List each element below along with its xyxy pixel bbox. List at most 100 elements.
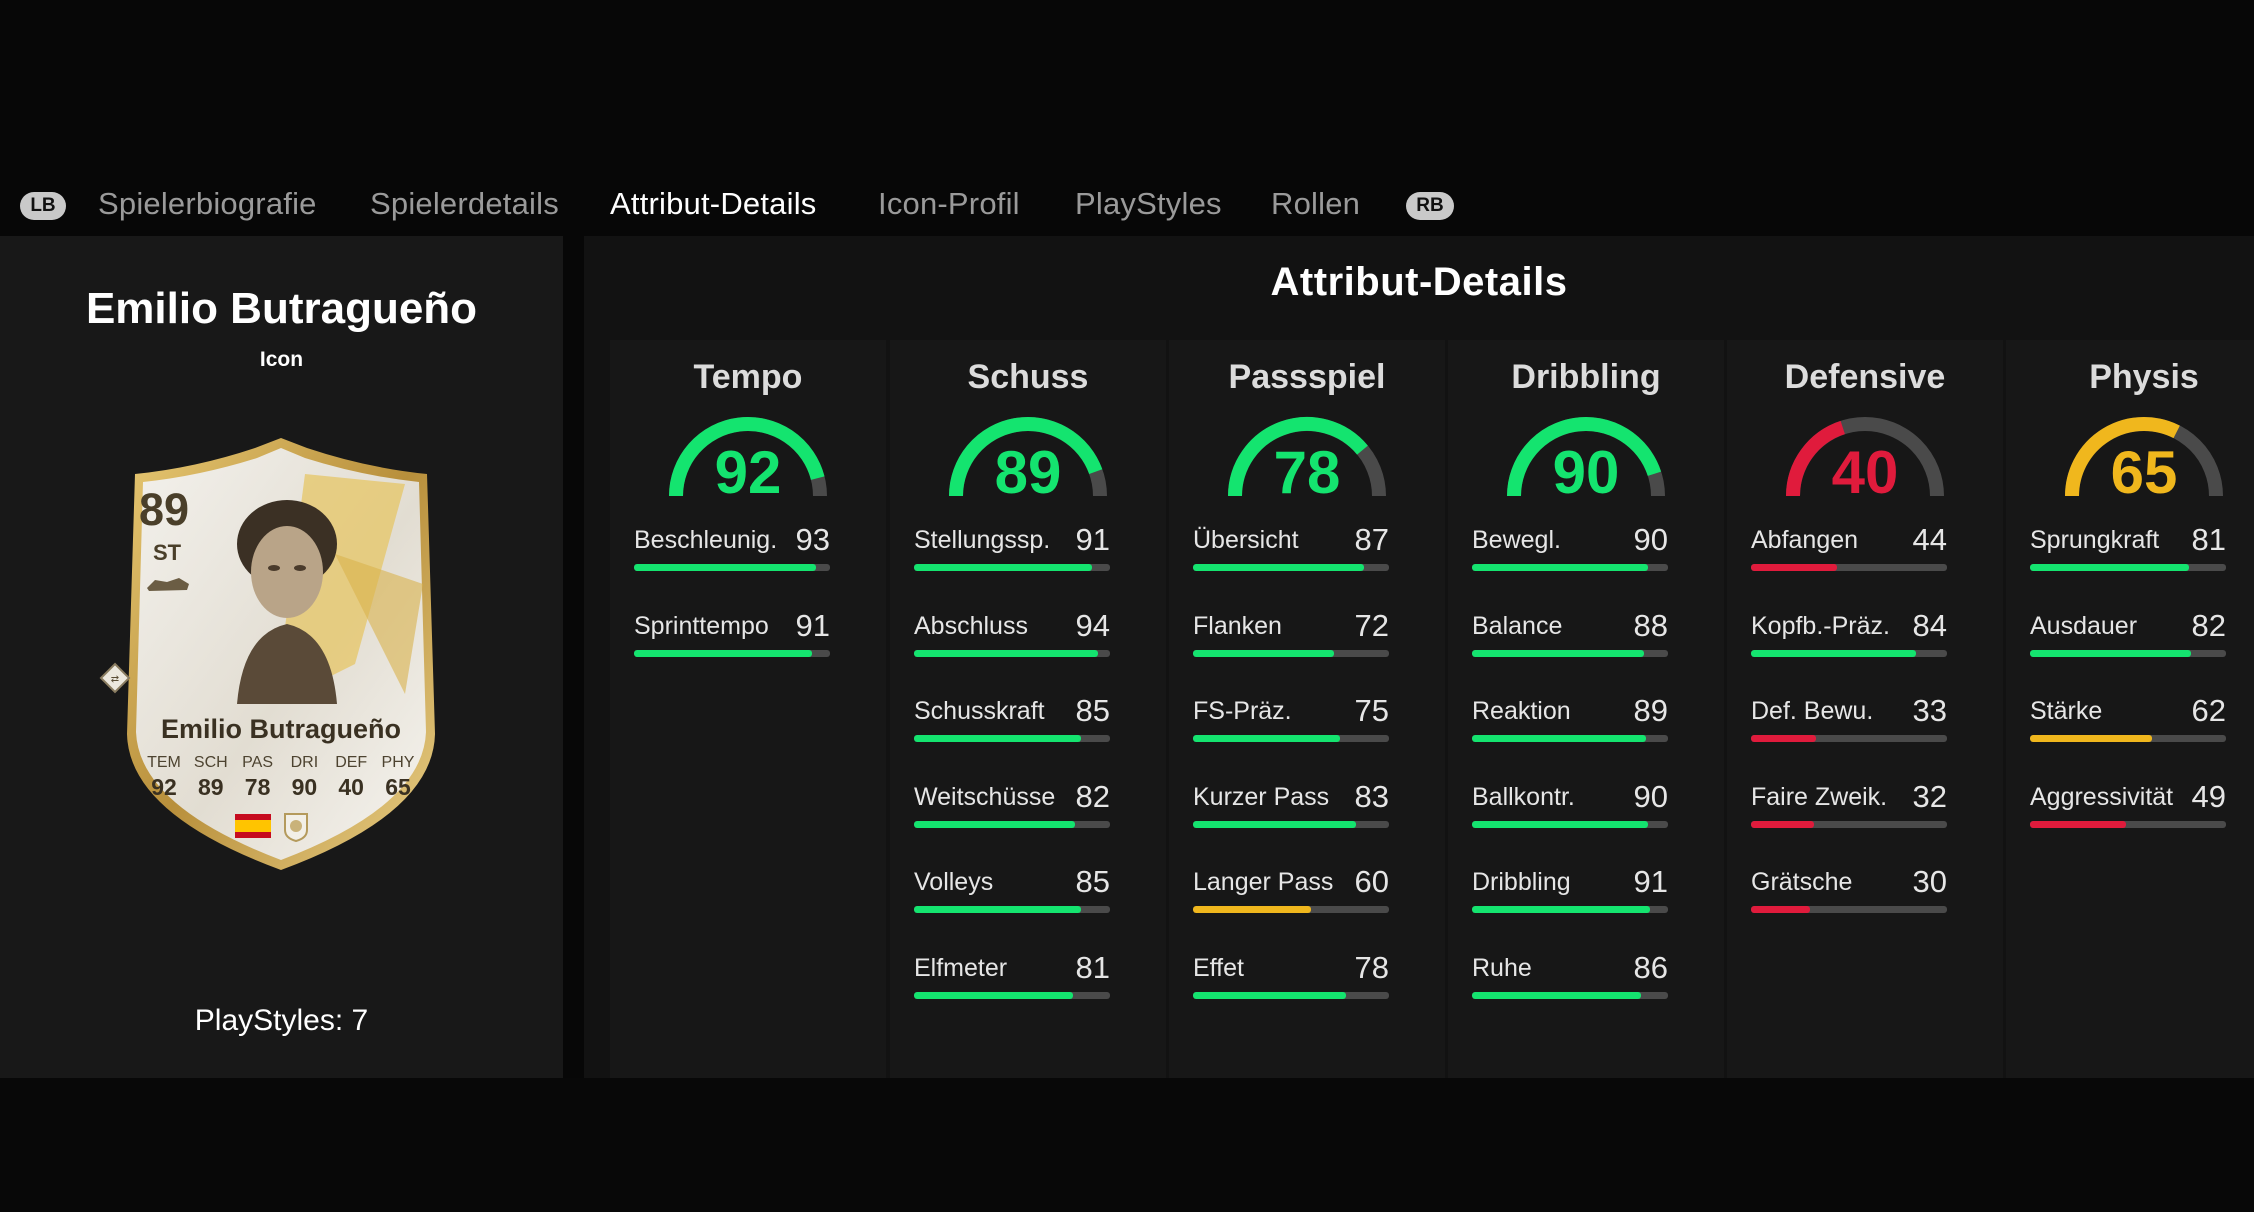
attribute-bar-track: [914, 735, 1110, 742]
attribute-bar-track: [1193, 906, 1389, 913]
attribute-name: Ruhe: [1472, 953, 1532, 982]
attribute-row[interactable]: Stärke 62: [2030, 693, 2226, 753]
attribute-value: 49: [2191, 778, 2226, 814]
attribute-name: Ballkontr.: [1472, 782, 1575, 811]
attribute-row[interactable]: Ruhe 86: [1472, 950, 1668, 1010]
attribute-name: Sprinttempo: [634, 611, 769, 640]
attribute-row[interactable]: FS-Präz. 75: [1193, 693, 1389, 753]
attribute-bar-fill: [914, 649, 1099, 657]
attribute-bar-track: [1751, 735, 1947, 742]
card-player-name: Emilio Butragueño: [160, 714, 401, 744]
attribute-bar-fill: [1472, 735, 1647, 742]
attribute-value: 90: [1633, 778, 1668, 814]
gauge-fill: [669, 417, 825, 497]
attribute-row[interactable]: Schusskraft 85: [914, 693, 1110, 753]
attribute-row[interactable]: Balance 88: [1472, 608, 1668, 668]
attribute-name: Langer Pass: [1193, 868, 1334, 896]
attribute-name: Effet: [1193, 953, 1244, 982]
attribute-name: Abfangen: [1751, 526, 1859, 554]
tab-rollen[interactable]: Rollen: [1271, 186, 1361, 221]
attribute-value: 91: [795, 607, 830, 643]
rb-button-icon[interactable]: RB: [1406, 192, 1454, 220]
card-rating: 89: [139, 484, 190, 535]
attribute-bar-track: [1193, 820, 1389, 828]
attribute-name: Elfmeter: [914, 953, 1008, 982]
attribute-name: Balance: [1472, 611, 1563, 640]
attribute-row[interactable]: Bewegl. 90: [1472, 522, 1668, 582]
card-stats: TEM 92 SCH 89 PAS 78 DRI 90 DEF 40 PHY 65: [141, 754, 421, 801]
attribute-row[interactable]: Flanken 72: [1193, 608, 1389, 668]
attribute-bar-fill: [1472, 649, 1645, 657]
attribute-bar-fill: [1193, 649, 1335, 657]
attribute-row[interactable]: Grätsche 30: [1751, 864, 1947, 924]
category-column-defensive: Defensive 40 Abfangen 44 Kopfb.-Präz. 84 Def. …: [1727, 340, 2003, 1078]
attribute-row[interactable]: Volleys 85: [914, 864, 1110, 924]
attribute-row[interactable]: Aggressivität 49: [2030, 779, 2226, 839]
category-gauge: [669, 417, 827, 497]
tab-spielerdetails[interactable]: Spielerdetails: [370, 186, 559, 221]
tab-playstyles[interactable]: PlayStyles: [1075, 186, 1222, 221]
attribute-row[interactable]: Abschluss 94: [914, 608, 1110, 668]
icon-badge-icon: [284, 813, 308, 842]
attribute-row[interactable]: Dribbling 91: [1472, 864, 1668, 924]
attribute-bar-track: [1472, 564, 1668, 571]
tab-icon-profil[interactable]: Icon-Profil: [878, 186, 1020, 221]
player-photo: [237, 500, 337, 704]
player-card[interactable]: 89 ST ⇄ Emilio Butragueño TEM 92 SCH 89 PA…: [99, 434, 457, 874]
tab-spielerbiografie[interactable]: Spielerbiografie: [98, 186, 317, 221]
attribute-bar-track: [914, 991, 1110, 999]
attribute-row[interactable]: Weitschüsse 82: [914, 779, 1110, 839]
attribute-bar-fill: [2030, 564, 2189, 571]
attribute-value: 84: [1912, 607, 1947, 643]
attribute-bar-track: [1472, 820, 1668, 828]
attribute-value: 72: [1354, 607, 1389, 643]
attribute-name: Volleys: [914, 868, 994, 896]
attribute-value: 90: [1633, 522, 1668, 557]
attribute-bar-track: [2030, 820, 2226, 828]
category-column-tempo: Tempo 92 Beschleunig. 93 Sprinttempo 91: [610, 340, 886, 1078]
attribute-name: Reaktion: [1472, 697, 1571, 725]
attribute-row[interactable]: Abfangen 44: [1751, 522, 1947, 582]
card-stat: PHY 65: [381, 754, 415, 800]
attribute-name: Sprungkraft: [2030, 526, 2160, 554]
attribute-row[interactable]: Ballkontr. 90: [1472, 779, 1668, 839]
attribute-row[interactable]: Stellungssp. 91: [914, 522, 1110, 582]
attribute-row[interactable]: Kurzer Pass 83: [1193, 779, 1389, 839]
lb-button-icon[interactable]: LB: [20, 192, 66, 220]
attribute-name: Kurzer Pass: [1193, 782, 1330, 811]
attribute-row[interactable]: Effet 78: [1193, 950, 1389, 1010]
attribute-row[interactable]: Langer Pass 60: [1193, 864, 1389, 924]
attribute-row[interactable]: Elfmeter 81: [914, 950, 1110, 1010]
tab-attribut-details[interactable]: Attribut-Details: [610, 186, 817, 221]
card-stat: DEF 40: [335, 754, 368, 800]
attribute-bar-fill: [1751, 906, 1810, 913]
attribute-bar-fill: [1193, 564, 1364, 571]
attribute-row[interactable]: Ausdauer 82: [2030, 608, 2226, 668]
attribute-bar-fill: [1193, 820, 1356, 828]
bottom-strip: [0, 1078, 2254, 1212]
category-column-schuss: Schuss 89 Stellungssp. 91 Abschluss 94 Schussk…: [890, 340, 1166, 1078]
attribute-row[interactable]: Sprungkraft 81: [2030, 522, 2226, 582]
attribute-row[interactable]: Sprinttempo 91: [634, 608, 830, 668]
attribute-bar-track: [1751, 649, 1947, 657]
attribute-row[interactable]: Reaktion 89: [1472, 693, 1668, 753]
attribute-bar-track: [1751, 906, 1947, 913]
attribute-row[interactable]: Übersicht 87: [1193, 522, 1389, 582]
attribute-value: 62: [2191, 693, 2226, 728]
boot-icon: [147, 578, 189, 591]
category-column-dribbling: Dribbling 90 Bewegl. 90 Balance 88 Reaktion 89 B…: [1448, 340, 1724, 1078]
attribute-value: 30: [1912, 864, 1947, 899]
player-profile-panel: Emilio Butragueño Icon: [0, 236, 563, 1078]
attribute-bar-track: [1193, 564, 1389, 571]
attribute-row[interactable]: Kopfb.-Präz. 84: [1751, 608, 1947, 668]
attribute-name: Flanken: [1193, 611, 1282, 640]
attribute-bar-track: [914, 649, 1110, 657]
attribute-bar-track: [2030, 649, 2226, 657]
attribute-bar-fill: [634, 649, 813, 657]
attribute-value: 85: [1075, 693, 1110, 728]
category-gauge: [949, 417, 1107, 497]
category-title: Tempo: [693, 358, 803, 396]
attribute-row[interactable]: Def. Bewu. 33: [1751, 693, 1947, 753]
attribute-row[interactable]: Beschleunig. 93: [634, 522, 830, 582]
attribute-row[interactable]: Faire Zweik. 32: [1751, 779, 1947, 839]
